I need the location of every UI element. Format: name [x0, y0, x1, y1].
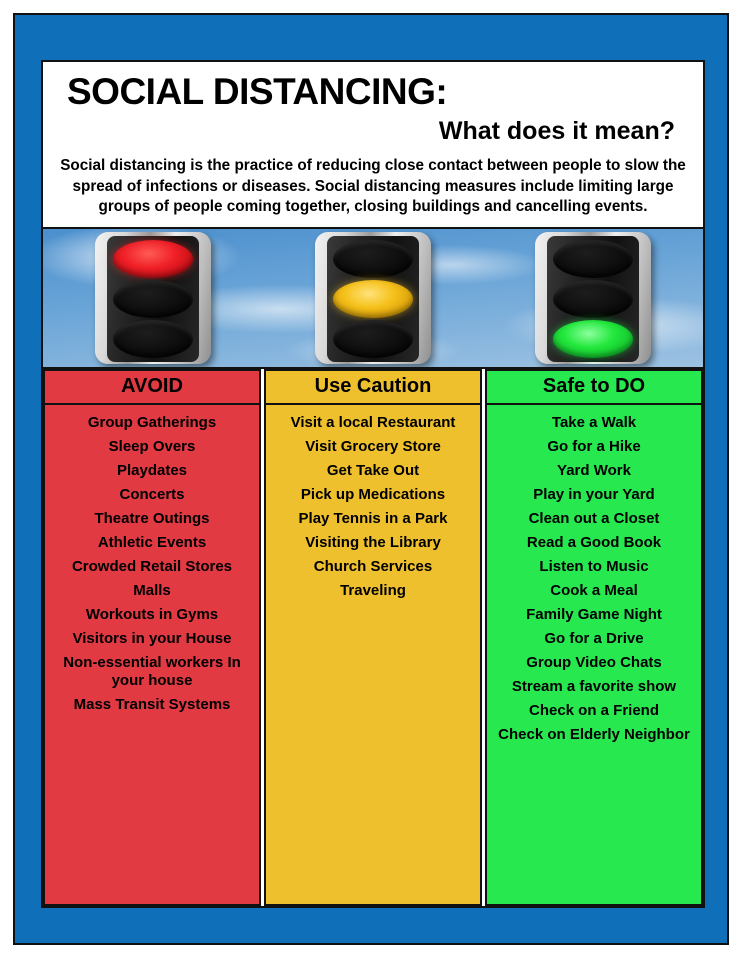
- list-item: Malls: [133, 582, 171, 600]
- list-item: Check on a Friend: [528, 702, 660, 720]
- traffic-light-housing: [327, 236, 419, 363]
- list-item: Cook a Meal: [550, 582, 638, 600]
- category-column-use-caution: Use Caution Visit a local Restaurant Visit…: [264, 369, 482, 906]
- list-item: Get Take Out: [326, 462, 420, 480]
- list-item: Listen to Music: [539, 558, 649, 576]
- column-list-use-caution: Visit a local Restaurant Visit Grocery St…: [266, 405, 480, 904]
- traffic-light-housing: [107, 236, 199, 363]
- category-column-avoid: AVOID Group Gatherings Sleep Overs Playdate…: [43, 369, 261, 906]
- list-item: Visiting the Library: [305, 534, 441, 552]
- red-lamp-icon: [113, 240, 193, 279]
- yellow-lamp-icon: [333, 280, 413, 319]
- list-item: Yard Work: [557, 462, 631, 480]
- list-item: Church Services: [313, 558, 433, 576]
- list-item: Family Game Night: [526, 606, 662, 624]
- list-item: Mass Transit Systems: [73, 696, 231, 714]
- list-item: Pick up Medications: [300, 486, 446, 504]
- list-item: Theatre Outings: [94, 510, 210, 528]
- yellow-traffic-light: [263, 229, 483, 367]
- list-item: Clean out a Closet: [528, 510, 660, 528]
- red-lamp-icon: [333, 240, 413, 279]
- column-header-avoid: AVOID: [45, 371, 259, 406]
- poster-inner-panel: SOCIAL DISTANCING: What does it mean? So…: [41, 60, 705, 908]
- page-subtitle: What does it mean?: [438, 116, 675, 145]
- green-lamp-icon: [333, 320, 413, 359]
- green-traffic-light: [483, 229, 703, 367]
- list-item: Visit a local Restaurant: [290, 414, 456, 432]
- description-text: Social distancing is the practice of red…: [60, 157, 686, 216]
- poster-frame: SOCIAL DISTANCING: What does it mean? So…: [13, 13, 729, 945]
- list-item: Check on Elderly Neighbor: [498, 726, 690, 744]
- list-item: Visitors in your House: [72, 630, 232, 648]
- list-item: Group Video Chats: [526, 654, 662, 672]
- red-lamp-icon: [553, 240, 633, 279]
- category-columns: AVOID Group Gatherings Sleep Overs Playdate…: [43, 369, 703, 906]
- yellow-lamp-icon: [113, 280, 193, 319]
- red-traffic-light: [43, 229, 263, 367]
- list-item: Go for a Drive: [544, 630, 644, 648]
- list-item: Crowded Retail Stores: [71, 558, 233, 576]
- list-item: Play in your Yard: [533, 486, 655, 504]
- traffic-light-photo: [43, 229, 703, 370]
- green-lamp-icon: [553, 320, 633, 359]
- column-header-use-caution: Use Caution: [266, 371, 480, 406]
- list-item: Take a Walk: [551, 414, 637, 432]
- list-item: Play Tennis in a Park: [298, 510, 448, 528]
- column-header-safe-to-do: Safe to DO: [487, 371, 701, 406]
- list-item: Workouts in Gyms: [85, 606, 219, 624]
- yellow-lamp-icon: [553, 280, 633, 319]
- list-item: Sleep Overs: [108, 438, 196, 456]
- list-item: Stream a favorite show: [511, 678, 677, 696]
- column-list-avoid: Group Gatherings Sleep Overs Playdates Conc…: [45, 405, 259, 904]
- traffic-light-group: [43, 229, 703, 367]
- list-item: Visit Grocery Store: [305, 438, 441, 456]
- column-list-safe-to-do: Take a Walk Go for a Hike Yard Work Play in…: [487, 405, 701, 904]
- list-item: Non-essential workers In your house: [63, 654, 241, 690]
- header-block: SOCIAL DISTANCING: What does it mean? So…: [43, 62, 703, 230]
- list-item: Playdates: [116, 462, 188, 480]
- list-item: Group Gatherings: [87, 414, 217, 432]
- list-item: Athletic Events: [97, 534, 207, 552]
- traffic-light-housing: [547, 236, 639, 363]
- list-item: Traveling: [340, 582, 406, 600]
- page-title: SOCIAL DISTANCING:: [67, 71, 448, 112]
- list-item: Read a Good Book: [526, 534, 662, 552]
- list-item: Go for a Hike: [547, 438, 641, 456]
- list-item: Concerts: [119, 486, 185, 504]
- green-lamp-icon: [113, 320, 193, 359]
- category-column-safe-to-do: Safe to DO Take a Walk Go for a Hike Yard W…: [485, 369, 703, 906]
